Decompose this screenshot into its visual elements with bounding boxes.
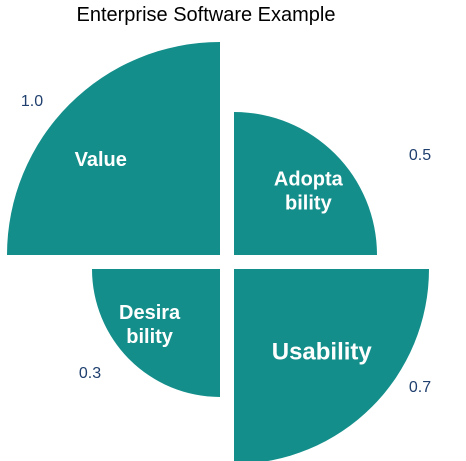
slice-label-usability: Usability — [272, 338, 373, 365]
slice-adoptability — [234, 112, 377, 255]
slice-usability — [234, 269, 429, 461]
slice-label-desirability: Desira bility — [119, 302, 181, 348]
value-label-usability: 0.7 — [409, 379, 431, 396]
slice-label-line: Desira — [119, 302, 181, 324]
slice-value — [7, 42, 220, 255]
slice-label-line: bility — [285, 193, 333, 215]
value-label-adoptability: 0.5 — [409, 147, 431, 164]
slice-label-value: Value — [75, 149, 127, 171]
slice-desirability — [92, 269, 220, 397]
slice-label-line: bility — [126, 326, 174, 348]
slice-label-adoptability: Adopta bility — [274, 169, 344, 215]
value-label-desirability: 0.3 — [79, 365, 101, 382]
slice-label-line: Value — [75, 149, 127, 171]
slice-label-line: Adopta — [274, 169, 344, 191]
chart-title: Enterprise Software Example — [76, 4, 335, 26]
value-label-value: 1.0 — [21, 93, 43, 110]
slice-label-line: Usability — [272, 338, 373, 365]
